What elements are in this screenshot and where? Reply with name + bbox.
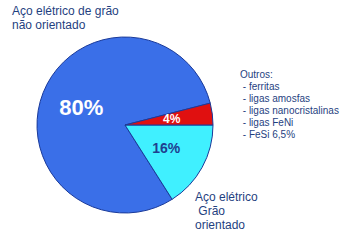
svg-text:não orientado: não orientado: [12, 18, 86, 32]
svg-text:Grão: Grão: [195, 204, 228, 218]
svg-text:orientado: orientado: [195, 218, 245, 229]
svg-text:- ligas amosfas: - ligas amosfas: [240, 93, 310, 104]
svg-text:Outros:: Outros:: [240, 69, 273, 80]
svg-text:16%: 16%: [152, 140, 181, 156]
svg-text:- ligas FeNi: - ligas FeNi: [240, 117, 293, 128]
svg-text:- FeSi 6,5%: - FeSi 6,5%: [240, 129, 295, 140]
svg-text:Aço elétrico de grão: Aço elétrico de grão: [12, 4, 122, 18]
svg-text:80%: 80%: [59, 95, 103, 120]
svg-text:Aço elétrico: Aço elétrico: [195, 190, 258, 204]
svg-text:- ferritas: - ferritas: [240, 81, 279, 92]
svg-text:4%: 4%: [163, 112, 181, 126]
svg-text:- ligas nanocristalinas: - ligas nanocristalinas: [240, 105, 339, 116]
